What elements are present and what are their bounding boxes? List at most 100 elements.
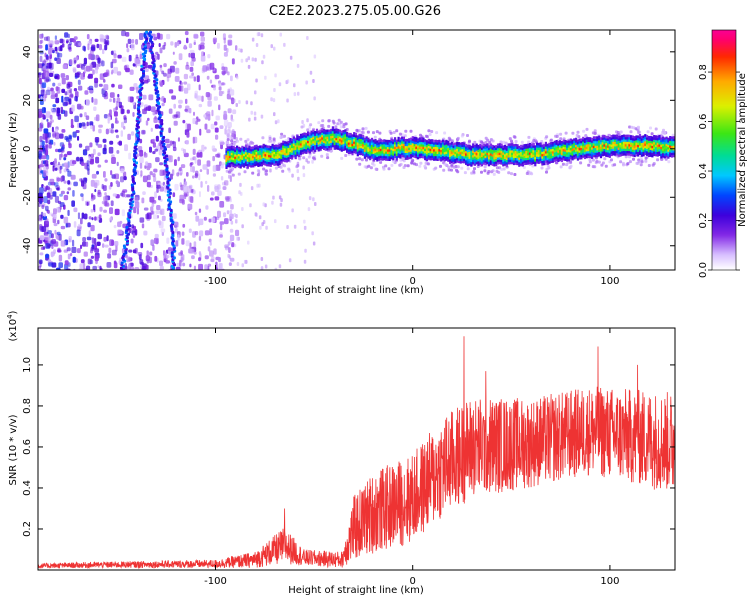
heatmap-cell xyxy=(441,155,445,159)
heatmap-cell xyxy=(232,129,235,133)
heatmap-cell xyxy=(450,153,453,157)
heatmap-cell xyxy=(278,195,282,200)
heatmap-cell xyxy=(146,78,151,83)
heatmap-cell xyxy=(363,144,366,148)
heatmap-cell xyxy=(42,145,45,151)
heatmap-cell xyxy=(562,144,565,147)
heatmap-cell xyxy=(507,171,511,175)
heatmap-cell xyxy=(346,141,349,144)
heatmap-cell xyxy=(637,135,640,139)
heatmap-cell xyxy=(301,133,304,136)
heatmap-cell xyxy=(615,134,618,138)
heatmap-cell xyxy=(301,120,304,124)
heatmap-cell xyxy=(420,139,423,142)
heatmap-cell xyxy=(276,163,279,166)
heatmap-cell xyxy=(174,42,177,48)
heatmap-cell xyxy=(631,154,634,157)
heatmap-cell xyxy=(244,154,248,157)
heatmap-cell xyxy=(75,130,80,133)
heatmap-cell xyxy=(190,52,195,59)
heatmap-cell xyxy=(472,150,475,153)
heatmap-cell xyxy=(502,150,505,153)
heatmap-cell xyxy=(468,163,471,166)
heatmap-cell xyxy=(647,140,650,144)
heatmap-cell xyxy=(46,62,52,69)
heatmap-cell xyxy=(461,158,464,161)
heatmap-cell xyxy=(557,152,560,156)
heatmap-cell xyxy=(241,150,244,153)
heatmap-cell xyxy=(90,209,94,213)
heatmap-cell xyxy=(370,151,374,155)
heatmap-cell xyxy=(582,150,585,154)
heatmap-cell xyxy=(193,39,196,45)
heatmap-cell xyxy=(406,157,409,160)
heatmap-cell xyxy=(567,158,571,162)
heatmap-cell xyxy=(179,259,182,267)
heatmap-cell xyxy=(413,139,416,142)
heatmap-cell xyxy=(532,143,535,146)
heatmap-cell xyxy=(169,173,173,180)
heatmap-cell xyxy=(315,147,319,150)
heatmap-cell xyxy=(512,144,516,147)
heatmap-cell xyxy=(631,135,634,139)
heatmap-cell xyxy=(39,252,44,256)
heatmap-cell xyxy=(200,55,206,62)
heatmap-cell xyxy=(672,150,675,153)
heatmap-cell xyxy=(527,155,530,158)
heatmap-cell xyxy=(285,146,288,149)
heatmap-cell xyxy=(186,185,192,193)
heatmap-cell xyxy=(273,154,276,157)
heatmap-cell xyxy=(130,238,134,244)
heatmap-cell xyxy=(115,244,118,252)
heatmap-cell xyxy=(575,144,578,148)
heatmap-cell xyxy=(90,197,94,202)
heatmap-cell xyxy=(386,142,390,145)
heatmap-cell xyxy=(253,149,256,153)
heatmap-cell xyxy=(221,82,225,86)
heatmap-cell xyxy=(342,143,345,147)
heatmap-cell xyxy=(38,72,42,76)
heatmap-cell xyxy=(646,151,649,154)
heatmap-cell xyxy=(450,146,453,150)
heatmap-cell xyxy=(603,151,606,154)
heatmap-cell xyxy=(266,163,269,167)
heatmap-cell xyxy=(663,131,667,135)
heatmap-cell xyxy=(450,168,453,172)
heatmap-cell xyxy=(170,41,174,46)
heatmap-cell xyxy=(225,159,228,163)
heatmap-cell xyxy=(472,159,475,163)
heatmap-cell xyxy=(342,139,345,142)
heatmap-cell xyxy=(518,148,521,151)
heatmap-cell xyxy=(260,257,264,261)
heatmap-cell xyxy=(230,157,233,160)
heatmap-cell xyxy=(614,146,617,149)
heatmap-cell xyxy=(362,150,365,154)
heatmap-cell xyxy=(559,142,562,146)
heatmap-cell xyxy=(493,147,496,151)
heatmap-cell xyxy=(105,40,110,46)
heatmap-cell xyxy=(498,145,501,149)
heatmap-cell xyxy=(79,263,84,269)
heatmap-cell xyxy=(94,182,98,189)
heatmap-cell xyxy=(578,145,581,149)
heatmap-cell xyxy=(289,55,293,60)
heatmap-cell xyxy=(153,176,157,182)
heatmap-cell xyxy=(607,149,610,153)
heatmap-cell xyxy=(113,262,118,269)
heatmap-cell xyxy=(550,144,553,147)
heatmap-cell xyxy=(351,134,354,137)
heatmap-cell xyxy=(630,139,633,143)
heatmap-cell xyxy=(445,146,448,150)
heatmap-cell xyxy=(197,159,201,166)
heatmap-cell xyxy=(543,146,546,150)
heatmap-cell xyxy=(523,146,526,149)
heatmap-cell xyxy=(630,151,633,154)
heatmap-cell xyxy=(406,152,409,156)
heatmap-cell xyxy=(635,146,638,150)
heatmap-cell xyxy=(207,185,210,192)
heatmap-cell xyxy=(166,193,170,197)
heatmap-cell xyxy=(607,138,610,141)
heatmap-cell xyxy=(159,64,163,68)
heatmap-cell xyxy=(656,142,659,146)
heatmap-cell xyxy=(424,157,427,161)
